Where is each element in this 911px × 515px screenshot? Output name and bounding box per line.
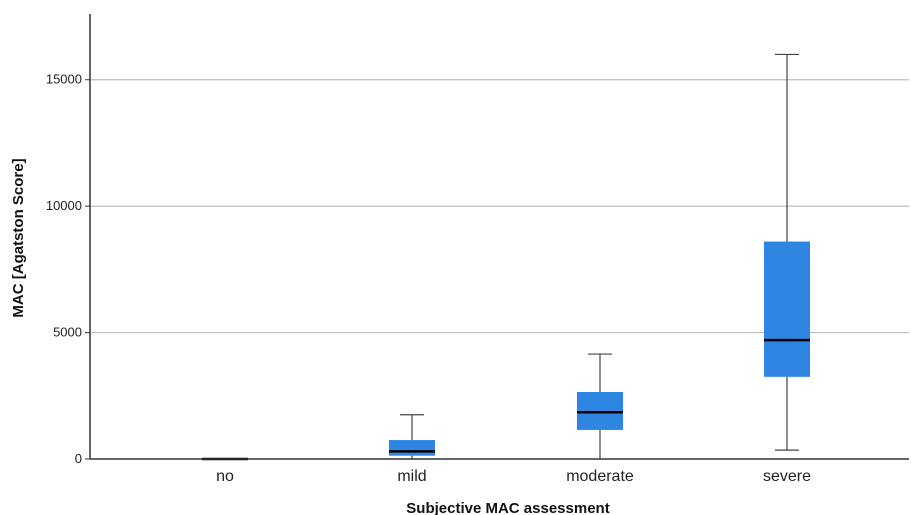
iqr-box bbox=[577, 391, 623, 430]
box-group bbox=[202, 53, 810, 461]
y-tick-label: 5000 bbox=[53, 325, 82, 340]
x-tick-label: no bbox=[216, 468, 234, 485]
axes bbox=[89, 14, 909, 460]
box-severe bbox=[764, 53, 810, 451]
y-tick-label: 10000 bbox=[46, 198, 82, 213]
x-tick-label: severe bbox=[763, 468, 811, 485]
y-ticks: 0 5000 10000 15000 bbox=[46, 72, 90, 466]
x-axis-title: Subjective MAC assessment bbox=[406, 500, 609, 515]
x-tick-label: moderate bbox=[566, 468, 634, 485]
box-mild bbox=[389, 414, 435, 459]
x-tick-label: mild bbox=[397, 468, 426, 485]
y-tick-label: 15000 bbox=[46, 72, 82, 87]
iqr-box bbox=[764, 241, 810, 377]
y-axis-title: MAC [Agatston Score] bbox=[10, 158, 27, 317]
box-moderate bbox=[577, 353, 623, 459]
x-ticks: no mild moderate severe bbox=[216, 468, 811, 485]
y-tick-label: 0 bbox=[75, 451, 82, 466]
iqr-box bbox=[389, 440, 435, 456]
